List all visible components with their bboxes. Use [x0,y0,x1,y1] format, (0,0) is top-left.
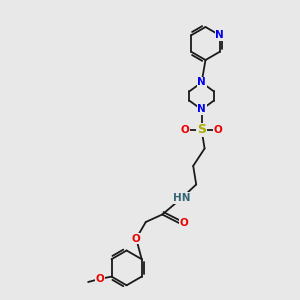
Text: O: O [95,274,104,284]
Text: HN: HN [173,193,190,203]
Text: S: S [197,123,206,136]
Text: N: N [197,104,206,115]
Text: O: O [132,233,141,244]
Text: N: N [197,77,206,88]
Text: N: N [215,30,224,40]
Text: O: O [181,125,190,135]
Text: O: O [214,125,223,135]
Text: O: O [180,218,189,228]
